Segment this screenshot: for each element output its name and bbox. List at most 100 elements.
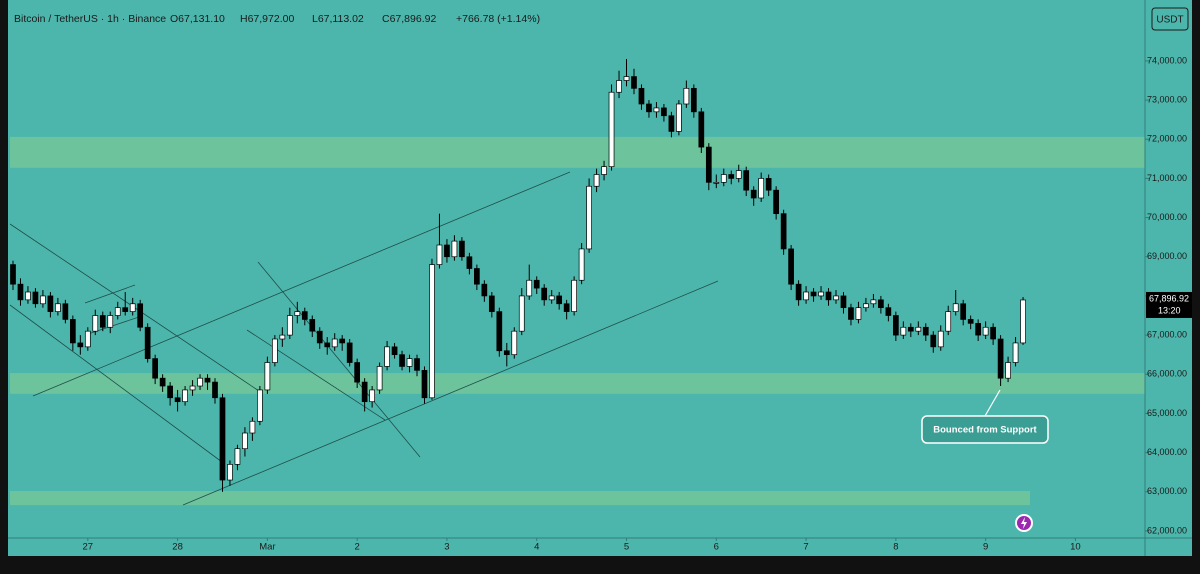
x-tick-label: 8	[893, 542, 898, 553]
candle-body	[623, 76, 630, 81]
annotation-pointer	[984, 389, 1001, 417]
candle-body	[795, 283, 802, 301]
candle-body	[414, 358, 420, 371]
candle-body	[496, 311, 503, 352]
candle-body	[646, 103, 652, 113]
candle-body	[885, 307, 892, 316]
x-tick-label: 2	[355, 542, 360, 553]
candle-body	[1012, 342, 1019, 363]
candle-body	[159, 377, 166, 387]
candle-body	[129, 303, 136, 312]
candle-body	[503, 350, 510, 356]
y-tick-label: 70,000.00	[1147, 212, 1187, 222]
candle-body	[563, 303, 570, 312]
candle-body	[631, 76, 637, 89]
candle-body	[361, 381, 368, 403]
candle-body	[578, 248, 585, 281]
candle-body	[294, 311, 301, 316]
candle-body	[399, 354, 405, 367]
candle-body	[55, 303, 61, 312]
alert-icon-bolt	[1021, 517, 1027, 529]
candle-body	[92, 315, 99, 332]
candle-body	[870, 299, 877, 305]
candle-body	[286, 315, 293, 336]
candle-body	[459, 240, 465, 258]
candle-body	[481, 283, 488, 297]
y-tick-label: 62,000.00	[1147, 525, 1187, 535]
candle-body	[848, 307, 854, 320]
candle-body	[339, 338, 346, 344]
candle-body	[653, 107, 660, 113]
candle-body	[369, 389, 375, 403]
x-tick-label: Mar	[259, 542, 275, 553]
zone	[10, 136, 1145, 168]
candle-body	[331, 338, 338, 348]
x-tick-label: 9	[983, 542, 988, 553]
candle-body	[780, 213, 787, 250]
price-tag-label: 67,896.92	[1149, 293, 1189, 303]
candle-body	[967, 319, 974, 324]
candle-body	[997, 338, 1004, 379]
candle-body	[720, 174, 727, 183]
trend-line	[84, 315, 143, 336]
candle-body	[773, 189, 779, 215]
candle-body	[17, 283, 24, 301]
y-tick-label: 63,000.00	[1147, 486, 1187, 496]
candle-body	[107, 315, 114, 328]
candle-body	[69, 319, 76, 344]
candle-body	[661, 107, 667, 117]
candle-body	[354, 362, 361, 383]
candle-body	[301, 311, 308, 320]
candle-body	[189, 385, 196, 391]
candle-body	[833, 295, 839, 301]
chart-background	[8, 0, 1192, 556]
trend-line	[246, 329, 386, 421]
countdown: 13:20	[1158, 305, 1181, 315]
annotation-box	[921, 415, 1049, 444]
change-value: +766.78 (+1.14%)	[456, 13, 540, 25]
candle-body	[174, 397, 181, 403]
candle-body	[975, 322, 982, 336]
candle-body	[728, 174, 735, 179]
candle-body	[765, 178, 772, 191]
candle-body	[77, 342, 84, 348]
trend-lines	[9, 171, 719, 506]
x-tick-label: 27	[83, 542, 94, 553]
candle-body	[391, 346, 398, 356]
candle-body	[279, 334, 286, 340]
x-tick-label: 4	[534, 542, 539, 553]
candle-body	[698, 111, 705, 148]
candle-body	[1005, 362, 1011, 379]
currency-box[interactable]	[1151, 7, 1189, 31]
candle-body	[40, 295, 46, 305]
candle-body	[676, 103, 682, 132]
candle-body	[915, 326, 922, 332]
candle-body	[758, 178, 765, 199]
y-tick-label: 66,000.00	[1147, 369, 1187, 379]
candle-body	[10, 264, 16, 285]
candle-body	[586, 185, 592, 250]
currency[interactable]: USDT	[1156, 15, 1183, 26]
candle-body	[25, 291, 31, 301]
trend-line	[9, 223, 263, 394]
candle-body	[608, 91, 615, 168]
candle-body	[182, 389, 188, 403]
candle-body	[242, 432, 248, 450]
candle-body	[376, 366, 383, 391]
x-tick-label: 5	[624, 542, 629, 553]
trend-line	[84, 284, 136, 304]
candle-body	[451, 240, 458, 258]
candle-body	[945, 311, 952, 332]
candle-body	[743, 170, 750, 191]
y-tick-label: 74,000.00	[1147, 55, 1187, 65]
candle-body	[541, 287, 548, 301]
candle-body	[32, 291, 39, 305]
candle-body	[227, 464, 233, 481]
candle-body	[99, 315, 106, 328]
trend-line	[257, 261, 421, 458]
candle-body	[922, 326, 929, 336]
candle-body	[900, 326, 907, 336]
candle-body	[346, 342, 353, 363]
candle-body	[571, 279, 577, 312]
candle-body	[384, 346, 390, 367]
